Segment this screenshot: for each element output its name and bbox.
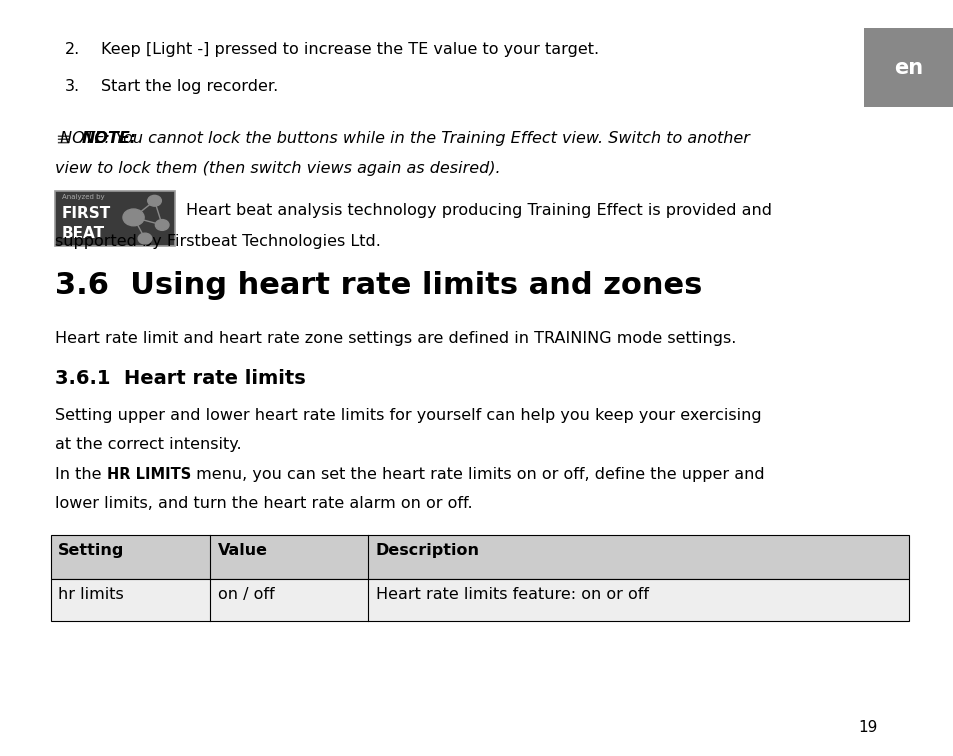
Text: FIRST: FIRST: [62, 206, 112, 222]
Text: NOTE:: NOTE:: [82, 131, 137, 146]
Circle shape: [155, 219, 169, 231]
Text: Analyzed by: Analyzed by: [62, 194, 105, 200]
Circle shape: [123, 209, 144, 226]
Text: HR LIMITS: HR LIMITS: [107, 467, 191, 482]
Circle shape: [138, 233, 152, 244]
Text: ≡: ≡: [55, 131, 71, 149]
Text: Heart rate limit and heart rate zone settings are defined in TRAINING mode setti: Heart rate limit and heart rate zone set…: [55, 331, 736, 346]
Text: Heart rate limits feature: on or off: Heart rate limits feature: on or off: [375, 587, 648, 602]
Text: en: en: [894, 57, 923, 78]
Text: menu, you can set the heart rate limits on or off, define the upper and: menu, you can set the heart rate limits …: [191, 467, 764, 482]
Text: 19: 19: [858, 720, 877, 735]
Text: on / off: on / off: [217, 587, 274, 602]
Text: 3.6.1  Heart rate limits: 3.6.1 Heart rate limits: [55, 369, 306, 388]
Text: Value: Value: [217, 543, 267, 558]
Text: lower limits, and turn the heart rate alarm on or off.: lower limits, and turn the heart rate al…: [55, 496, 473, 511]
Text: 2.: 2.: [65, 42, 80, 57]
Text: ⁄: ⁄: [82, 131, 85, 146]
Text: 3.6  Using heart rate limits and zones: 3.6 Using heart rate limits and zones: [55, 271, 702, 299]
Text: In the: In the: [55, 467, 107, 482]
Text: Keep [Light -] pressed to increase the TE value to your target.: Keep [Light -] pressed to increase the T…: [101, 42, 598, 57]
Text: view to lock them (then switch views again as desired).: view to lock them (then switch views aga…: [55, 161, 500, 176]
Text: Setting upper and lower heart rate limits for yourself can help you keep your ex: Setting upper and lower heart rate limit…: [55, 408, 761, 423]
Text: Setting: Setting: [58, 543, 125, 558]
Bar: [55, 191, 174, 246]
Circle shape: [148, 195, 161, 206]
Text: BEAT: BEAT: [62, 226, 105, 241]
Text: supported by Firstbeat Technologies Ltd.: supported by Firstbeat Technologies Ltd.: [55, 234, 381, 249]
Text: 3.: 3.: [65, 79, 80, 94]
Text: NOTE: You cannot lock the buttons while in the Training Effect view. Switch to a: NOTE: You cannot lock the buttons while …: [55, 131, 749, 146]
Text: at the correct intensity.: at the correct intensity.: [55, 437, 242, 452]
Bar: [51, 535, 908, 579]
Text: Description: Description: [375, 543, 479, 558]
Bar: [863, 28, 953, 107]
Text: Start the log recorder.: Start the log recorder.: [101, 79, 278, 94]
Text: Heart beat analysis technology producing Training Effect is provided and: Heart beat analysis technology producing…: [186, 203, 771, 218]
Bar: [51, 579, 908, 621]
Text: hr limits: hr limits: [58, 587, 124, 602]
